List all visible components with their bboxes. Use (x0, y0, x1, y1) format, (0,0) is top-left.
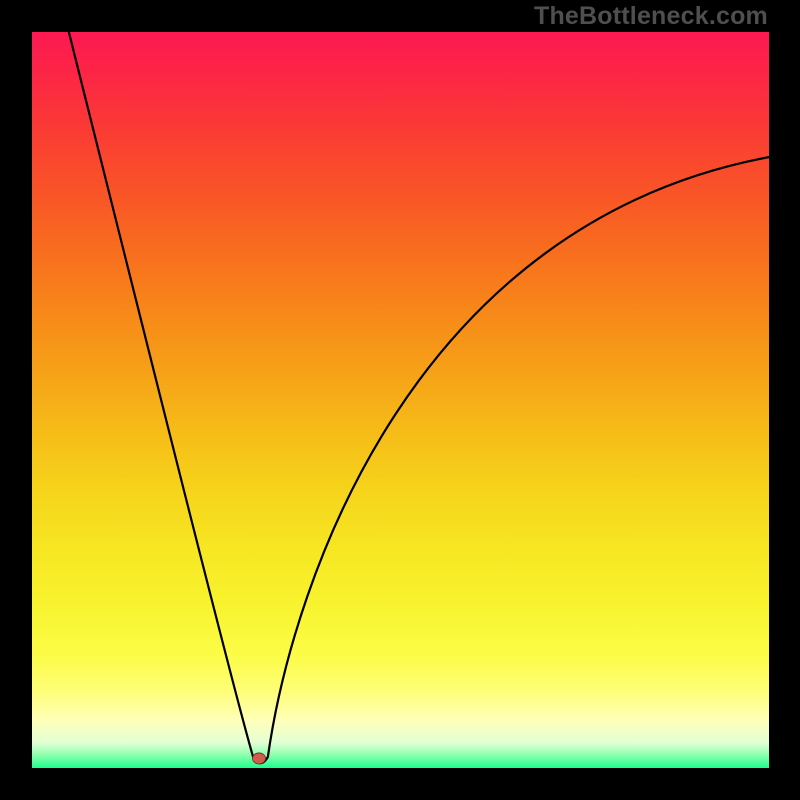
gradient-background (32, 32, 769, 768)
figure-root: TheBottleneck.com (0, 0, 800, 800)
watermark-text: TheBottleneck.com (534, 2, 768, 31)
plot-svg (32, 32, 769, 768)
minimum-dot (252, 753, 265, 764)
plot-area (32, 32, 769, 768)
